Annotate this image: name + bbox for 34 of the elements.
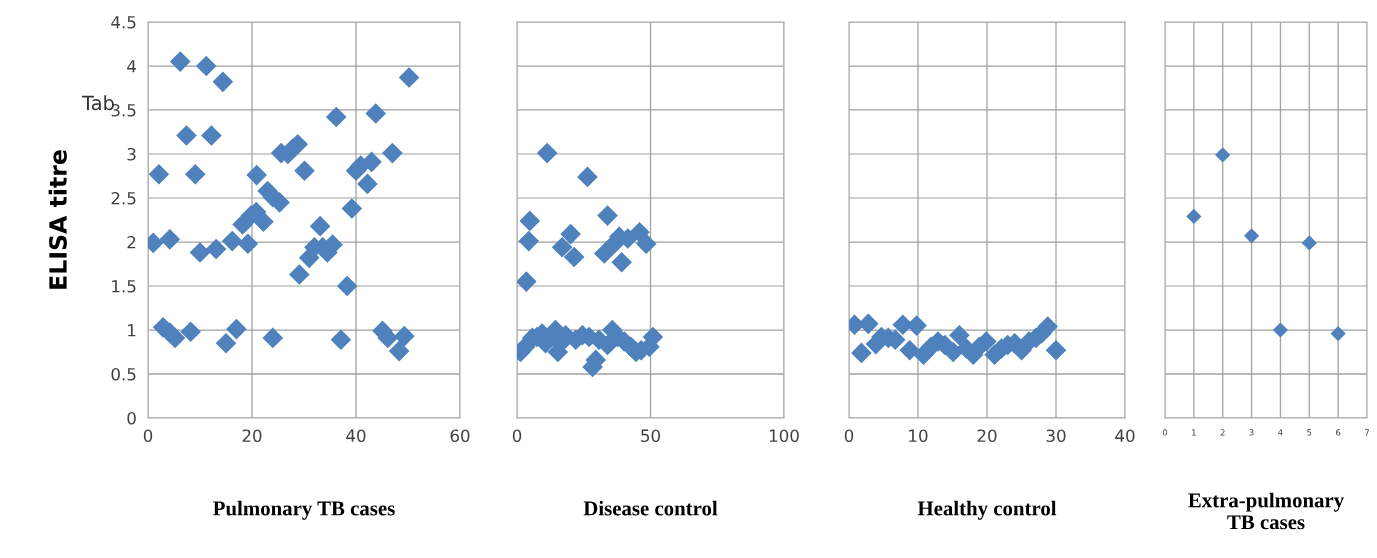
x-tick-label: 0 xyxy=(844,429,854,443)
x-tick-label: 7 xyxy=(1365,429,1369,436)
x-tick-label: 0 xyxy=(143,429,153,443)
y-tick-label: 0.5 xyxy=(111,367,136,381)
x-tick-label: 30 xyxy=(1046,429,1066,443)
x-axis-title: Extra-pulmonary TB cases xyxy=(1188,492,1344,530)
x-tick-label: 6 xyxy=(1336,429,1341,436)
y-tick-label: 2.5 xyxy=(111,191,136,205)
x-tick-label: 3 xyxy=(1249,429,1254,436)
x-tick-label: 40 xyxy=(346,429,366,443)
x-tick-label: 40 xyxy=(1115,429,1135,443)
x-tick-label: 10 xyxy=(909,429,928,443)
x-tick-label: 4 xyxy=(1278,429,1283,436)
x-tick-label: 0 xyxy=(1162,429,1168,436)
y-tick-label: 4.5 xyxy=(111,16,136,29)
x-tick-label: 20 xyxy=(977,429,997,443)
x-axis-title: Pulmonary TB cases xyxy=(213,500,395,520)
x-tick-label: 0 xyxy=(512,429,522,443)
x-tick-label: 100 xyxy=(769,429,799,443)
y-tick-label: 2 xyxy=(127,235,136,249)
x-tick-label: 2 xyxy=(1220,429,1225,436)
x-tick-label: 20 xyxy=(242,429,262,443)
x-axis-title: Healthy control xyxy=(917,500,1057,520)
x-tick-label: 60 xyxy=(450,429,470,443)
y-tick-label: 1.5 xyxy=(112,280,136,293)
x-axis-title: Disease control xyxy=(583,500,718,516)
x-tick-label: 5 xyxy=(1307,429,1312,436)
x-tick-label: 1 xyxy=(1192,429,1196,436)
x-tick-label: 50 xyxy=(641,429,660,443)
y-tick-label: 1 xyxy=(128,324,136,337)
y-tick-label: 4 xyxy=(127,60,136,73)
y-tick-label: 3 xyxy=(127,147,136,161)
y-axis-title: ELISA titre xyxy=(48,150,67,289)
y-tick-label: 0 xyxy=(127,411,136,425)
